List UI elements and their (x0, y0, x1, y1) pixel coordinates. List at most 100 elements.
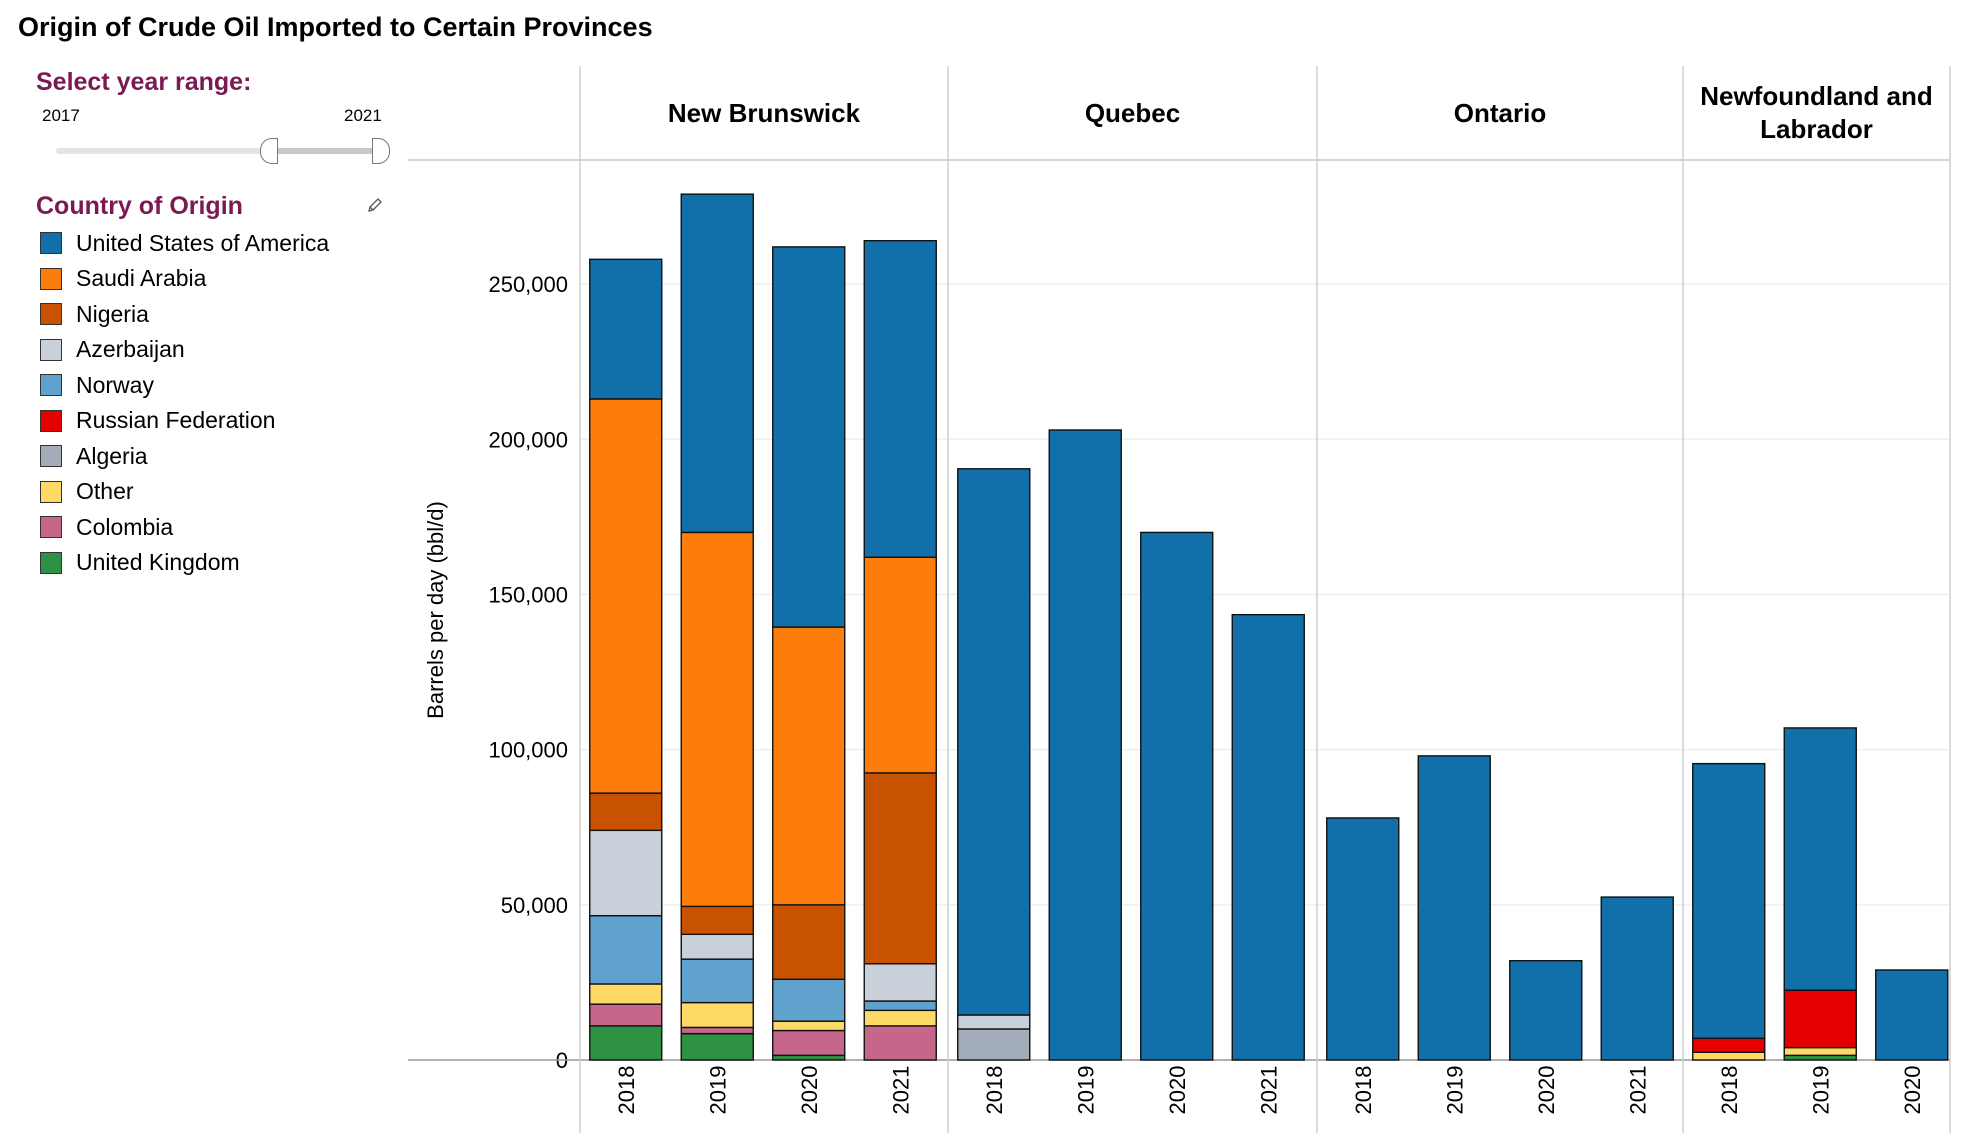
bar-segment (1875, 969, 1949, 1061)
legend-item[interactable]: Azerbaijan (40, 335, 185, 365)
bar-segment (1417, 755, 1491, 1061)
legend-item[interactable]: Norway (40, 370, 154, 400)
bar-segment (680, 933, 754, 960)
pencil-icon[interactable] (366, 196, 384, 214)
year-range-start: 2017 (42, 106, 80, 125)
bar-segment (1692, 762, 1766, 1039)
bar-segment (863, 963, 937, 1002)
legend-item[interactable]: Colombia (40, 512, 173, 542)
legend-swatch (40, 480, 62, 503)
legend-item[interactable]: Saudi Arabia (40, 264, 206, 294)
year-range-end-handle[interactable] (372, 138, 390, 164)
x-tick-label: 2018 (1717, 1066, 1742, 1115)
bar-segment (589, 914, 663, 985)
bar-segment (863, 239, 937, 558)
year-range-end: 2021 (344, 106, 382, 125)
bar-segment (680, 905, 754, 936)
x-tick-label: 2021 (1256, 1066, 1281, 1115)
bar-segment (772, 246, 846, 628)
x-tick-label: 2019 (1073, 1066, 1098, 1115)
year-range-label: Select year range: (36, 68, 252, 96)
legend-label: Other (76, 478, 134, 504)
legend-label: United States of America (76, 229, 330, 256)
y-tick-label: 200,000 (488, 427, 568, 452)
legend-item[interactable]: United Kingdom (40, 548, 240, 578)
x-tick-label: 2020 (1900, 1066, 1925, 1115)
legend-label: Nigeria (76, 300, 149, 327)
bar-segment (680, 1032, 754, 1061)
legend-label: Colombia (76, 513, 174, 540)
bar-segment (680, 531, 754, 908)
legend-item[interactable]: United States of America (40, 228, 329, 258)
bar-segment (772, 1029, 846, 1057)
year-range-start-handle[interactable] (260, 138, 278, 164)
panel-header-label: Newfoundland and Labrador (1700, 81, 1933, 144)
panel-header-label: New Brunswick (668, 98, 861, 128)
legend-swatch (40, 338, 62, 361)
bar-segment (863, 1009, 937, 1027)
bar-segment (680, 958, 754, 1004)
bar-segment (772, 978, 846, 1022)
bar-segment (957, 1028, 1031, 1061)
bar-segment (1140, 531, 1214, 1061)
legend-swatch (40, 232, 62, 254)
page-title: Origin of Crude Oil Imported to Certain … (18, 12, 653, 42)
legend-swatch (40, 516, 62, 538)
panel-header-label: Quebec (1085, 98, 1180, 128)
x-tick-label: 2018 (982, 1066, 1007, 1115)
legend-label: United Kingdom (76, 549, 240, 575)
legend-item[interactable]: Nigeria (40, 299, 149, 329)
legend-label: Azerbaijan (76, 336, 185, 362)
bar-segment (680, 193, 754, 534)
y-tick-label: 100,000 (488, 738, 568, 763)
x-tick-label: 2019 (1442, 1066, 1467, 1115)
bar-segment (589, 829, 663, 917)
y-tick-label: 250,000 (488, 272, 568, 297)
year-range-slider-selection (268, 148, 380, 154)
bar-segment (772, 1020, 846, 1032)
x-tick-label: 2018 (1351, 1066, 1376, 1115)
bar-segment (680, 1001, 754, 1029)
bar-segment (589, 1025, 663, 1061)
legend-title: Country of Origin (36, 192, 243, 220)
bar-segment (957, 1014, 1031, 1030)
bar-segment (589, 792, 663, 832)
y-axis-label: Barrels per day (bbl/d) (423, 501, 448, 719)
bar-segment (1048, 429, 1122, 1061)
x-tick-label: 2018 (614, 1066, 639, 1115)
legend-item[interactable]: Russian Federation (40, 406, 275, 436)
bar-segment (1783, 989, 1857, 1049)
x-tick-label: 2021 (888, 1066, 913, 1115)
bar-segment (589, 983, 663, 1005)
y-tick-label: 150,000 (488, 582, 568, 607)
bar-segment (863, 1000, 937, 1012)
panel-header-label: Ontario (1454, 98, 1546, 128)
x-tick-label: 2019 (1808, 1066, 1833, 1115)
legend-label: Norway (76, 371, 154, 398)
bar-segment (589, 398, 663, 794)
x-tick-label: 2019 (705, 1066, 730, 1115)
bar-segment (1783, 1046, 1857, 1057)
x-tick-label: 2020 (1534, 1066, 1559, 1115)
legend-label: Algeria (76, 442, 148, 469)
bar-segment (772, 904, 846, 981)
legend-swatch (40, 267, 62, 290)
y-tick-label: 50,000 (501, 893, 568, 918)
bar-segment (1326, 817, 1400, 1061)
bar-segment (1231, 613, 1305, 1061)
bar-segment (680, 1026, 754, 1035)
year-range-slider-track[interactable] (56, 148, 386, 154)
bar-segment (863, 556, 937, 774)
bar-segment (1692, 1051, 1766, 1061)
legend-item[interactable]: Algeria (40, 441, 148, 471)
bar-segment (863, 772, 937, 965)
bar-segment (1600, 896, 1674, 1061)
legend-swatch (40, 374, 62, 396)
x-tick-label: 2020 (1165, 1066, 1190, 1115)
bar-segment (1692, 1037, 1766, 1053)
bar-segment (589, 258, 663, 400)
bar-segment (863, 1025, 937, 1061)
x-tick-label: 2020 (797, 1066, 822, 1115)
legend-item[interactable]: Other (40, 477, 134, 507)
